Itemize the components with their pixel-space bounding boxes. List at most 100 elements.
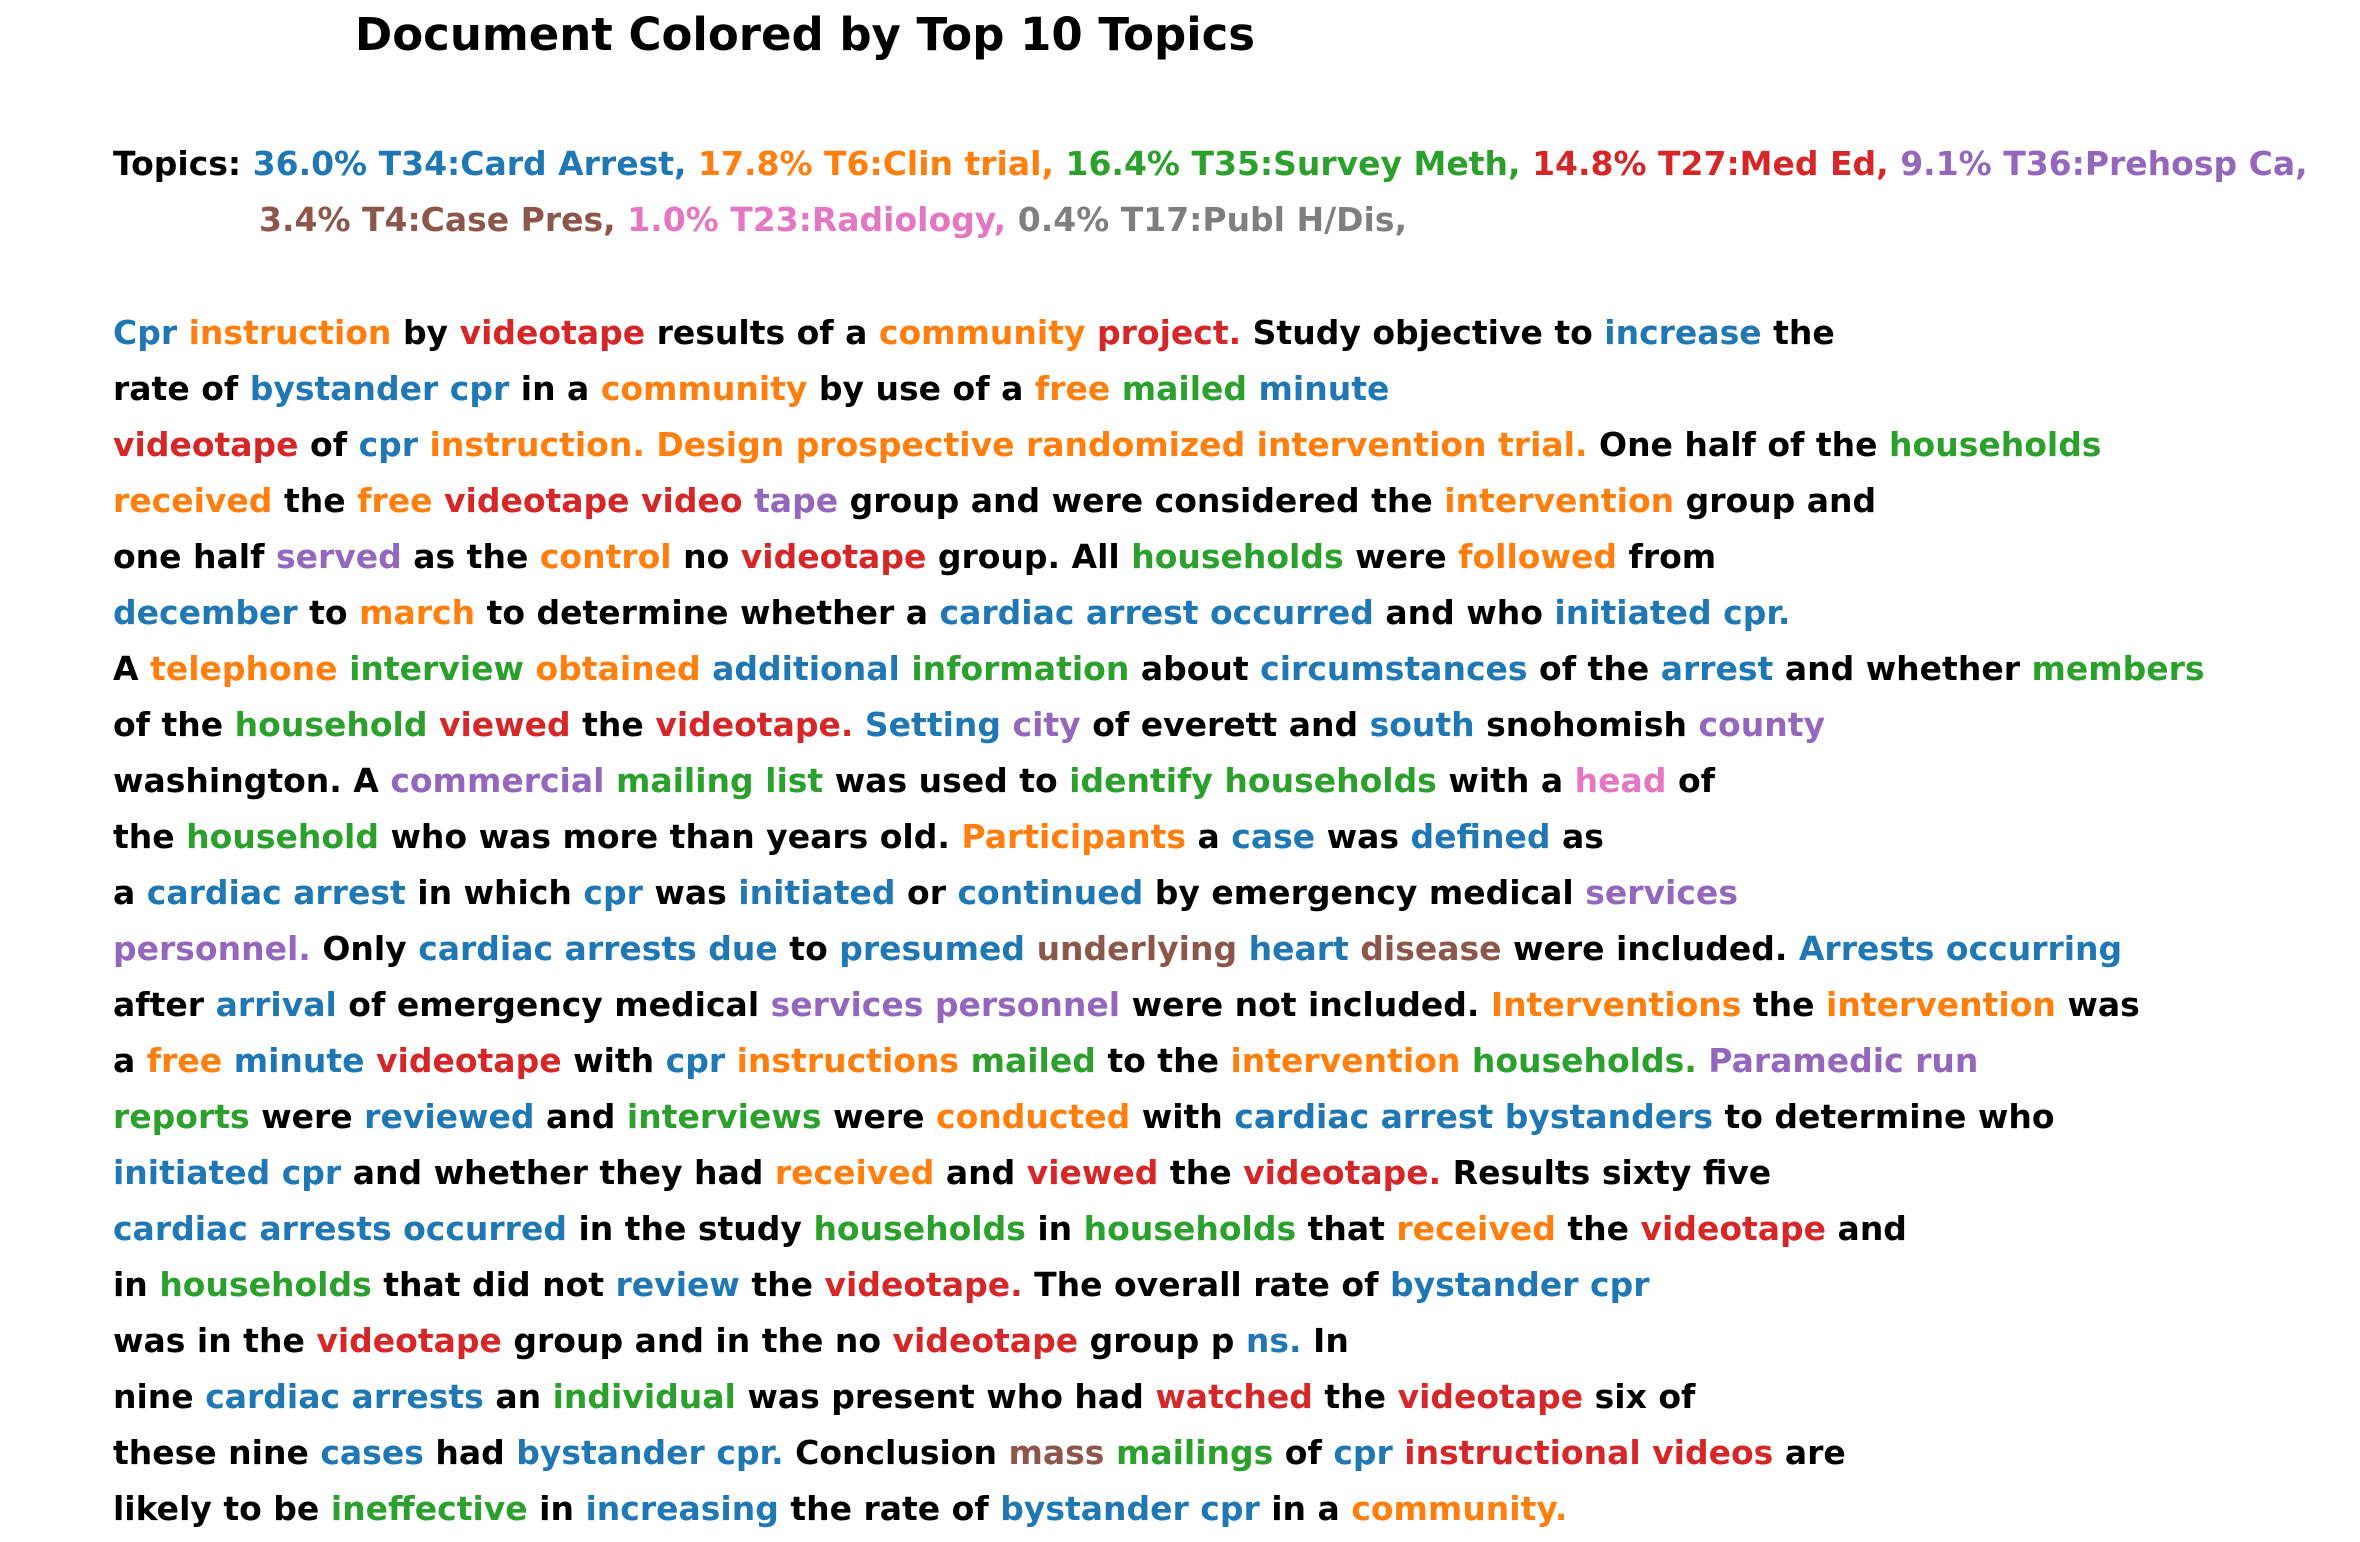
plain-word: of emergency medical	[348, 985, 760, 1024]
plain-word: to determine whether a	[486, 593, 929, 632]
plain-word: one half	[113, 537, 265, 576]
plain-word: in a	[520, 369, 590, 408]
plain-word: as	[1562, 817, 1604, 856]
topics-row: 3.4% T4:Case Pres, 1.0% T23:Radiology, 0…	[113, 192, 2353, 248]
plain-word: was in the	[113, 1321, 305, 1360]
document-line: likely to be ineffective in increasing t…	[113, 1481, 2353, 1537]
plain-word: snohomish	[1486, 705, 1687, 744]
topic-word: initiated cpr.	[1554, 593, 1791, 632]
topics-row: Topics: 36.0% T34:Card Arrest, 17.8% T6:…	[113, 136, 2353, 192]
topic-word: presumed	[839, 929, 1026, 968]
plain-word: results of a	[656, 313, 868, 352]
topic-word: mailings	[1115, 1433, 1274, 1472]
topic-word: head	[1574, 761, 1667, 800]
topic-word: videotape	[1640, 1209, 1827, 1248]
plain-word: in	[1037, 1209, 1073, 1248]
topic-word: Arrests occurring	[1798, 929, 2123, 968]
topic-word: commercial	[390, 761, 605, 800]
topic-word: intervention	[1444, 481, 1675, 520]
plain-word: with	[573, 1041, 655, 1080]
plain-word: The overall rate of	[1034, 1265, 1379, 1304]
plain-word: were	[261, 1097, 353, 1136]
topic-word: increasing	[585, 1489, 779, 1528]
topic-word: viewed	[1026, 1153, 1159, 1192]
document-line: washington. A commercial mailing list wa…	[113, 753, 2353, 809]
topic-word: initiated cpr	[113, 1153, 342, 1192]
plain-word: and who	[1385, 593, 1543, 632]
topic-word: control	[539, 537, 672, 576]
topics-label: Topics:	[113, 144, 242, 183]
plain-word: in	[539, 1489, 574, 1528]
topic-word: bystander cpr	[249, 369, 510, 408]
plain-word: and whether	[1784, 649, 2020, 688]
document-line: of the household viewed the videotape. S…	[113, 697, 2353, 753]
topic-word: received	[1396, 1209, 1556, 1248]
topic-word: cardiac arrest	[146, 873, 406, 912]
topic-word: increase	[1604, 313, 1762, 352]
plain-word: that	[1307, 1209, 1385, 1248]
document-line: a cardiac arrest in which cpr was initia…	[113, 865, 2353, 921]
plain-word: with	[1141, 1097, 1223, 1136]
plain-word: to the	[1107, 1041, 1219, 1080]
document-line: after arrival of emergency medical servi…	[113, 977, 2353, 1033]
plain-word: who was more than years old.	[390, 817, 950, 856]
topic-word: personnel.	[113, 929, 311, 968]
plain-word: was	[654, 873, 727, 912]
plain-word: the	[1752, 985, 1815, 1024]
topic-word: information	[911, 649, 1130, 688]
topic-entry: 0.4% T17:Publ H/Dis,	[1017, 200, 1408, 239]
plain-word: Study objective to	[1252, 313, 1593, 352]
topic-word: individual	[552, 1377, 736, 1416]
topic-word: december	[113, 593, 298, 632]
plain-word: of the	[1539, 649, 1650, 688]
topic-entry: 1.0% T23:Radiology,	[627, 200, 1007, 239]
document-line: cardiac arrests occurred in the study ho…	[113, 1201, 2353, 1257]
topic-word: intervention	[1230, 1041, 1461, 1080]
topic-word: households	[1889, 425, 2102, 464]
topic-word: household	[234, 705, 428, 744]
plain-word: In	[1313, 1321, 1349, 1360]
plain-word: in which	[417, 873, 572, 912]
topic-word: minute	[233, 1041, 365, 1080]
topics-legend: Topics: 36.0% T34:Card Arrest, 17.8% T6:…	[113, 136, 2353, 248]
topic-word: minute	[1258, 369, 1390, 408]
topic-word: county	[1698, 705, 1825, 744]
topic-word: telephone	[150, 649, 338, 688]
plain-word: One half of the	[1599, 425, 1878, 464]
topic-word: viewed	[438, 705, 571, 744]
topic-word: cardiac arrests	[205, 1377, 484, 1416]
plain-word: to	[789, 929, 828, 968]
topic-word: arrest	[1660, 649, 1774, 688]
topic-word: received	[774, 1153, 935, 1192]
topic-word: obtained	[535, 649, 701, 688]
topic-word: cpr	[665, 1041, 726, 1080]
topic-word: households	[159, 1265, 372, 1304]
topic-word: community.	[1351, 1489, 1568, 1528]
topic-entry: 36.0% T34:Card Arrest,	[252, 144, 687, 183]
topic-entry: 16.4% T35:Survey Meth,	[1065, 144, 1521, 183]
topic-word: interview	[349, 649, 524, 688]
plain-word: of everett and	[1092, 705, 1359, 744]
plain-word: and whether they had	[352, 1153, 764, 1192]
document-line: Cpr instruction by videotape results of …	[113, 305, 2353, 361]
document-line: reports were reviewed and interviews wer…	[113, 1089, 2353, 1145]
topic-word: households.	[1471, 1041, 1697, 1080]
plain-word: the	[1324, 1377, 1387, 1416]
topic-word: households	[1131, 537, 1344, 576]
topic-entry: 3.4% T4:Case Pres,	[259, 200, 616, 239]
plain-word: a	[113, 1041, 136, 1080]
document-line: one half served as the control no videot…	[113, 529, 2353, 585]
plain-word: six of	[1594, 1377, 1696, 1416]
plain-word: were	[1355, 537, 1447, 576]
topic-word: march	[359, 593, 476, 632]
plain-word: was used to	[834, 761, 1058, 800]
document-line: nine cardiac arrests an individual was p…	[113, 1369, 2353, 1425]
plain-word: of the	[113, 705, 224, 744]
topic-word: households	[1083, 1209, 1297, 1248]
topic-word: received	[113, 481, 273, 520]
plain-word: with a	[1448, 761, 1564, 800]
plain-word: in	[113, 1265, 148, 1304]
plain-word: Conclusion	[795, 1433, 997, 1472]
topic-word: services	[1585, 873, 1738, 912]
topic-word: community	[878, 313, 1086, 352]
